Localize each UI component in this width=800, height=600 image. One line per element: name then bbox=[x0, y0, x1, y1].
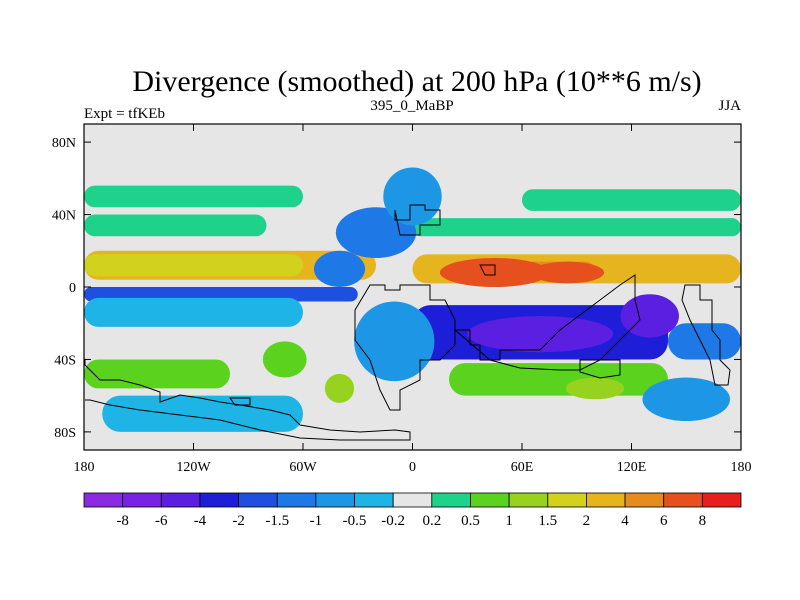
coastline-1 bbox=[354, 284, 456, 411]
x-tick-label: 180 bbox=[731, 460, 752, 475]
field-blob-8 bbox=[324, 373, 355, 403]
colorbar-swatch-7 bbox=[354, 492, 394, 508]
colorbar-label: -2 bbox=[232, 513, 245, 529]
field-blob-4 bbox=[531, 261, 605, 284]
coastline-3 bbox=[579, 359, 621, 379]
field-blob-1 bbox=[383, 167, 442, 226]
coastline-2 bbox=[453, 274, 641, 371]
field-band-12 bbox=[84, 359, 230, 389]
colorbar-swatch-12 bbox=[547, 492, 587, 508]
field-band-1 bbox=[522, 189, 741, 211]
colorbar-swatch-1 bbox=[122, 492, 162, 508]
x-tick-label: 120W bbox=[176, 460, 211, 475]
field-band-5 bbox=[84, 254, 303, 277]
colorbar-label: -0.5 bbox=[343, 513, 367, 529]
x-tick-label: 120E bbox=[617, 460, 647, 475]
colorbar-swatch-8 bbox=[392, 492, 433, 508]
colorbar-swatch-10 bbox=[470, 492, 510, 508]
colorbar-swatch-0 bbox=[83, 492, 124, 508]
colorbar-swatch-9 bbox=[431, 492, 471, 508]
colorbar-swatch-4 bbox=[238, 492, 278, 508]
colorbar-label: -4 bbox=[194, 513, 207, 529]
field-band-13 bbox=[449, 363, 668, 396]
field-blob-7 bbox=[354, 301, 435, 382]
field-band-14 bbox=[102, 395, 303, 432]
coastline-0 bbox=[394, 204, 441, 236]
y-tick-label: 40N bbox=[52, 209, 76, 224]
field-band-9 bbox=[84, 297, 303, 327]
colorbar: -8 -6 -4 -2 -1.5 -1 -0.5 -0.2 0.2 0.5 1 1.5 2 4 6 8 bbox=[83, 492, 742, 529]
field-blob-11 bbox=[262, 341, 307, 378]
field-band-11 bbox=[668, 323, 741, 360]
season-label: JJA bbox=[718, 98, 741, 114]
y-tick-label: 0 bbox=[69, 281, 76, 296]
colorbar-swatch-11 bbox=[508, 492, 549, 508]
colorbar-label: 1 bbox=[505, 513, 513, 529]
field-blob-6 bbox=[620, 294, 679, 338]
coastline-5 bbox=[84, 360, 411, 441]
colorbar-label: 2 bbox=[583, 513, 591, 529]
x-tick-label: 180 bbox=[74, 460, 95, 475]
field-blob-10 bbox=[642, 377, 731, 422]
y-tick-label: 40S bbox=[54, 353, 76, 368]
colorbar-label: 6 bbox=[660, 513, 668, 529]
y-tick-label: 80S bbox=[54, 426, 76, 441]
expt-label: Expt = tfKEb bbox=[84, 106, 165, 122]
y-tick-label: 80N bbox=[52, 136, 76, 151]
colorbar-label: -1 bbox=[310, 513, 323, 529]
colorbar-swatch-16 bbox=[701, 492, 742, 508]
colorbar-swatch-15 bbox=[663, 492, 703, 508]
colorbar-swatch-3 bbox=[199, 492, 239, 508]
coastline-6 bbox=[229, 397, 251, 406]
coastline-7 bbox=[479, 264, 496, 276]
field-band-3 bbox=[412, 218, 741, 237]
colorbar-label: -6 bbox=[155, 513, 168, 529]
colorbar-swatch-6 bbox=[315, 492, 355, 508]
colorbar-label: 4 bbox=[621, 513, 629, 529]
x-tick-label: 60W bbox=[289, 460, 317, 475]
colorbar-swatch-14 bbox=[624, 492, 665, 508]
field-band-2 bbox=[84, 214, 267, 237]
colorbar-label: 8 bbox=[699, 513, 707, 529]
coastline-4 bbox=[681, 284, 731, 386]
x-tick-label: 0 bbox=[409, 460, 416, 475]
colorbar-label: -1.5 bbox=[265, 513, 289, 529]
chart-title: Divergence (smoothed) at 200 hPa (10**6 … bbox=[132, 65, 701, 98]
colorbar-label: 1.5 bbox=[538, 513, 557, 529]
colorbar-swatch-5 bbox=[276, 492, 317, 508]
colorbar-label: -0.2 bbox=[381, 513, 405, 529]
map-panel: 180 120W 60W 0 60E 120E 180 80N 40N 0 40S 80S bbox=[52, 123, 752, 475]
field-blob-5 bbox=[467, 315, 614, 353]
colorbar-label: -8 bbox=[116, 513, 129, 529]
field-band-0 bbox=[84, 185, 303, 208]
colorbar-swatch-13 bbox=[586, 492, 626, 508]
colorbar-label: 0.2 bbox=[422, 513, 441, 529]
field-blob-9 bbox=[565, 377, 625, 400]
colorbar-label: 0.5 bbox=[461, 513, 480, 529]
center-label: 395_0_MaBP bbox=[370, 98, 453, 114]
field-blob-2 bbox=[313, 250, 366, 287]
colorbar-swatch-2 bbox=[160, 492, 201, 508]
x-tick-label: 60E bbox=[511, 460, 534, 475]
